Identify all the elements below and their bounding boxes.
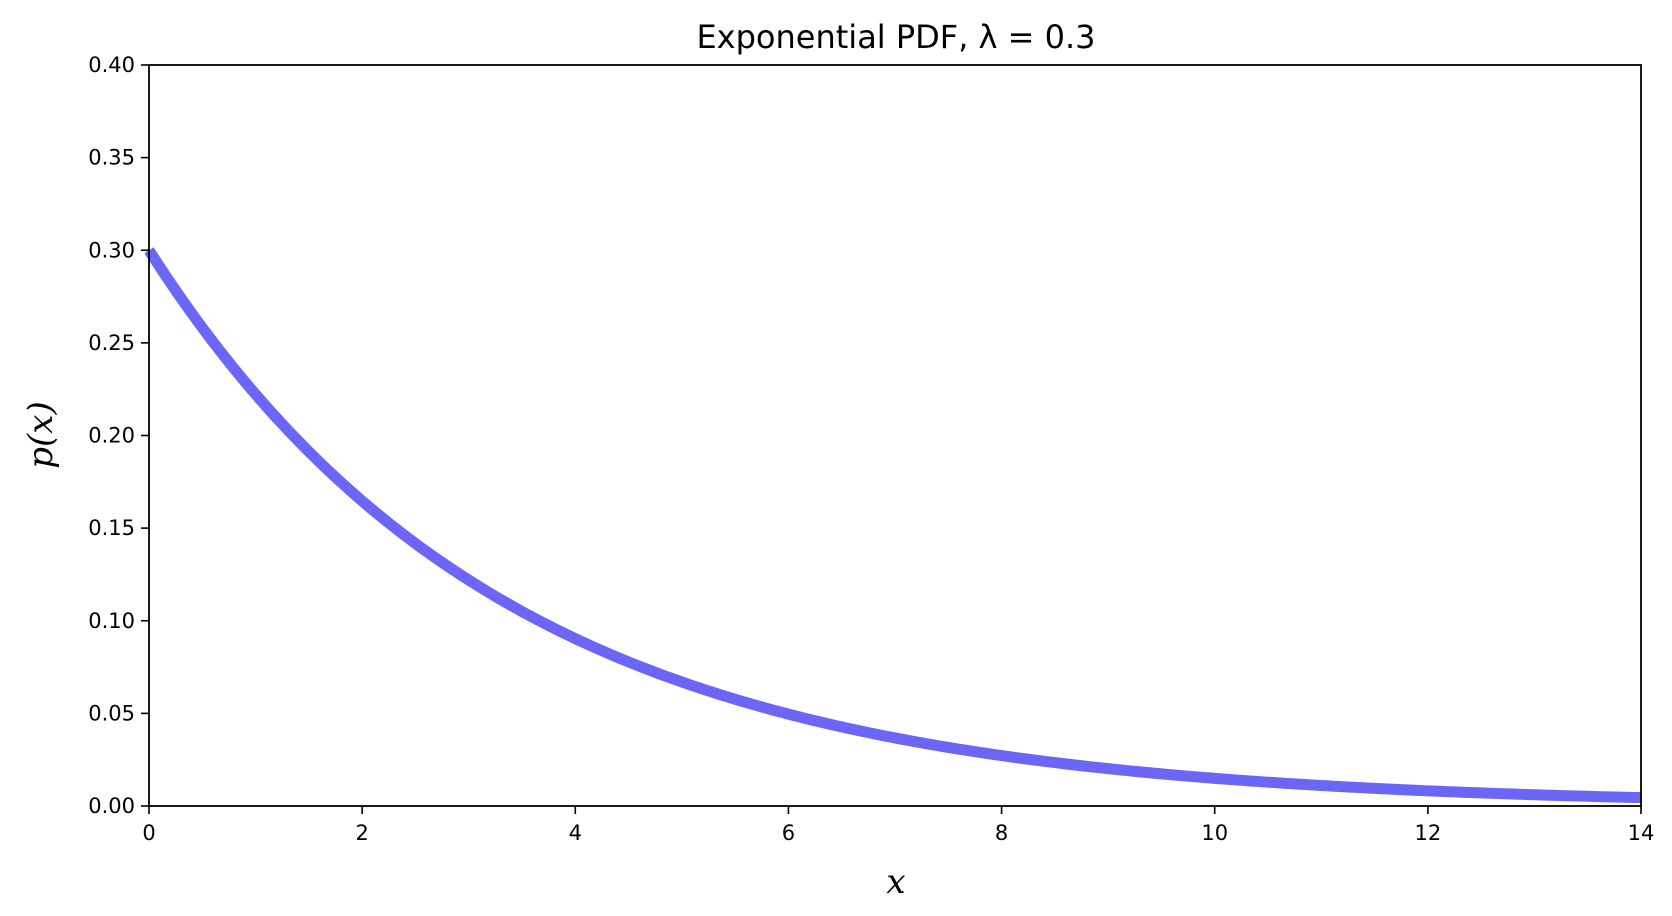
- x-tick-label: 4: [569, 821, 582, 845]
- x-tick-label: 6: [782, 821, 795, 845]
- x-tick-label: 10: [1201, 821, 1228, 845]
- x-tick-label: 14: [1628, 821, 1655, 845]
- y-tick-label: 0.30: [88, 238, 135, 262]
- y-tick-label: 0.40: [88, 53, 135, 77]
- x-tick-label: 8: [995, 821, 1008, 845]
- series-line-0: [144, 247, 1642, 804]
- y-tick-label: 0.10: [88, 609, 135, 633]
- y-tick-label: 0.20: [88, 424, 135, 448]
- y-tick-label: 0.05: [88, 701, 135, 725]
- y-tick-label: 0.15: [88, 516, 135, 540]
- x-tick-label: 2: [355, 821, 368, 845]
- x-tick-label: 12: [1414, 821, 1441, 845]
- y-tick-label: 0.00: [88, 794, 135, 818]
- y-tick-label: 0.25: [88, 331, 135, 355]
- y-axis-label: p(x): [21, 401, 61, 468]
- y-axis: 0.00 0.05 0.10 0.15 0.20 0.25 0.30 0.35 0.40: [88, 53, 149, 818]
- x-axis: 0 2 4 6 8 10 12 14: [142, 806, 1654, 845]
- y-tick-label: 0.35: [88, 146, 135, 170]
- x-axis-label: x: [886, 862, 905, 902]
- chart-title: Exponential PDF, λ = 0.3: [696, 18, 1095, 56]
- plot-area: [144, 64, 1642, 807]
- plot-frame: [148, 64, 1642, 807]
- x-tick-label: 0: [142, 821, 155, 845]
